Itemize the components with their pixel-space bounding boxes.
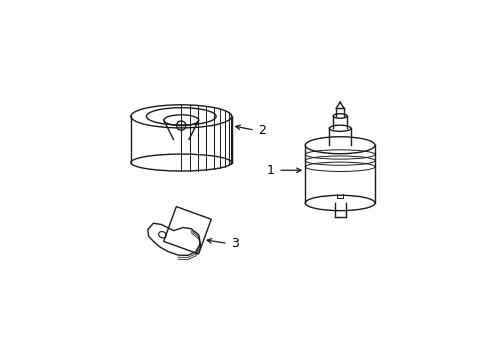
Polygon shape — [163, 207, 211, 254]
Text: 2: 2 — [258, 124, 265, 137]
Text: 1: 1 — [266, 164, 274, 177]
Text: 3: 3 — [230, 237, 238, 250]
